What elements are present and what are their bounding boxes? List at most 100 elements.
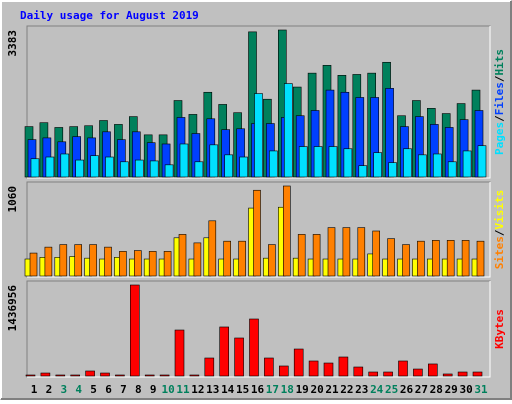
bar: [193, 242, 202, 277]
bar: [178, 234, 187, 277]
bar: [115, 374, 125, 377]
bar: [355, 97, 365, 178]
panel-bevel: [27, 182, 491, 278]
x-tick-label: 29: [445, 383, 458, 396]
x-tick-label: 24: [370, 383, 384, 396]
bar: [373, 152, 383, 178]
bar: [278, 365, 289, 377]
bar: [74, 244, 82, 277]
y-max-label: 1436956: [6, 285, 19, 332]
bar: [293, 348, 304, 377]
x-tick-label: 12: [191, 383, 204, 396]
bar: [174, 329, 185, 377]
bar: [253, 189, 261, 277]
bar: [159, 374, 170, 377]
legend-entry: Hits: [493, 49, 506, 76]
bar: [368, 371, 379, 377]
bar: [357, 227, 366, 277]
bar: [327, 227, 336, 277]
x-tick-label: 16: [251, 383, 265, 396]
bar: [328, 146, 338, 178]
x-tick-label: 20: [310, 383, 323, 396]
bar: [239, 156, 248, 178]
bar: [472, 371, 483, 377]
bar: [148, 251, 157, 277]
x-tick-label: 28: [430, 383, 443, 396]
bar: [209, 144, 219, 178]
bar: [254, 93, 263, 178]
legend-separator: /: [493, 229, 506, 236]
x-tick-label: 15: [236, 383, 249, 396]
bar: [90, 155, 99, 178]
bar: [388, 162, 397, 178]
bar: [264, 357, 274, 377]
bar: [431, 240, 440, 277]
legend-separator: /: [493, 75, 506, 82]
bar: [358, 165, 368, 178]
x-tick-label: 22: [340, 383, 353, 396]
bar: [204, 357, 215, 377]
x-tick-label: 19: [296, 383, 309, 396]
bar: [417, 240, 425, 277]
x-tick-label: 17: [266, 383, 279, 396]
bar: [312, 234, 321, 277]
x-tick-label: 7: [120, 383, 127, 396]
bar: [249, 318, 259, 377]
x-tick-label: 3: [60, 383, 67, 396]
bar: [461, 240, 470, 277]
bar: [402, 244, 410, 277]
x-tick-label: 6: [105, 383, 112, 396]
bar: [224, 154, 233, 178]
x-tick-label: 10: [161, 383, 174, 396]
bar: [135, 159, 144, 178]
bar: [447, 161, 457, 178]
panel-bevel: [27, 26, 491, 179]
x-tick-label: 27: [415, 383, 428, 396]
x-tick-label: 5: [90, 383, 97, 396]
bar: [189, 374, 200, 377]
bar: [25, 374, 36, 377]
y-max-label: 1060: [6, 186, 19, 213]
legend-entry: KBytes: [493, 309, 506, 349]
bar: [418, 154, 427, 178]
bar: [238, 240, 246, 277]
bar: [105, 156, 114, 178]
bar: [387, 238, 395, 277]
bar: [164, 164, 174, 178]
bar: [85, 370, 95, 377]
y-max-label: 3383: [6, 30, 19, 57]
bar: [282, 185, 291, 277]
bar: [372, 230, 381, 277]
bar: [343, 148, 353, 178]
bar: [29, 252, 38, 277]
legend: KBytes: [493, 309, 506, 349]
bar: [297, 234, 306, 277]
x-tick-label: 30: [459, 383, 472, 396]
bar: [144, 374, 155, 377]
bar: [398, 360, 408, 377]
bar: [40, 372, 51, 377]
panel-bevel: [27, 281, 491, 378]
legend-entry: Files: [493, 82, 506, 115]
chart-title: Daily usage for August 2019: [20, 9, 199, 22]
bar: [427, 363, 438, 377]
legend: Sites/Visits: [493, 190, 506, 270]
bar: [59, 244, 68, 277]
x-tick-label: 26: [400, 383, 414, 396]
legend-entry: Pages: [493, 122, 506, 155]
bar: [208, 220, 217, 277]
bar: [70, 374, 80, 377]
bar: [477, 145, 487, 178]
bar: [313, 146, 323, 178]
x-tick-label: 25: [385, 383, 398, 396]
x-tick-label: 31: [474, 383, 488, 396]
legend-entry: Visits: [493, 190, 506, 230]
bar: [403, 148, 412, 178]
x-tick-label: 11: [176, 383, 190, 396]
bar: [223, 240, 231, 277]
bar: [100, 372, 110, 377]
